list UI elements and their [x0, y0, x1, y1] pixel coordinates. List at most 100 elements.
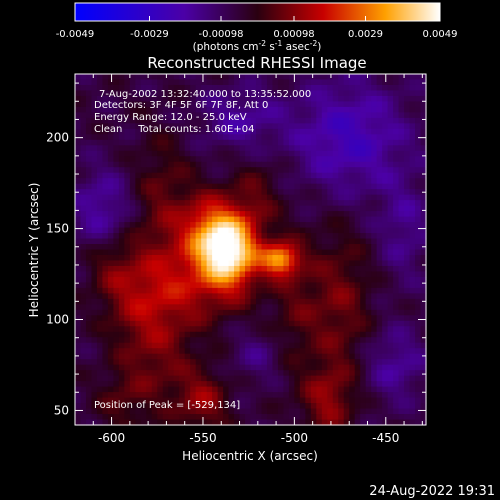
heatmap-cell [107, 337, 114, 344]
heatmap-cell [212, 172, 219, 179]
heatmap-cell [91, 282, 98, 289]
heatmap-cell [168, 359, 175, 366]
heatmap-cell [288, 74, 295, 81]
heatmap-cell [140, 348, 147, 355]
heatmap-cell [113, 238, 120, 245]
heatmap-cell [239, 397, 246, 404]
heatmap-cell [173, 112, 180, 119]
heatmap-cell [387, 260, 394, 267]
heatmap-cell [129, 112, 136, 119]
heatmap-cell [234, 128, 241, 135]
heatmap-cell [113, 183, 120, 190]
heatmap-cell [382, 161, 389, 168]
heatmap-cell [327, 79, 334, 86]
heatmap-cell [365, 90, 372, 97]
heatmap-cell [310, 320, 317, 327]
heatmap-cell [212, 397, 219, 404]
heatmap-cell [184, 145, 191, 152]
heatmap-cell [140, 112, 147, 119]
heatmap-cell [415, 392, 422, 399]
heatmap-cell [107, 101, 114, 108]
heatmap-cell [135, 134, 142, 141]
heatmap-cell [288, 342, 295, 349]
heatmap-cell [288, 161, 295, 168]
heatmap-cell [409, 101, 416, 108]
heatmap-cell [288, 320, 295, 327]
heatmap-cell [415, 293, 422, 300]
heatmap-cell [305, 194, 312, 201]
heatmap-cell [305, 200, 312, 207]
heatmap-cell [376, 397, 383, 404]
heatmap-cell [135, 342, 142, 349]
heatmap-cell [360, 128, 367, 135]
heatmap-cell [124, 227, 131, 234]
heatmap-cell [129, 233, 136, 240]
heatmap-cell [179, 211, 186, 218]
heatmap-cell [393, 265, 400, 273]
heatmap-cell [146, 342, 153, 349]
heatmap-cell [129, 238, 136, 245]
heatmap-cell [168, 249, 175, 256]
heatmap-cell [184, 375, 191, 382]
heatmap-cell [360, 167, 367, 174]
heatmap-cell [129, 331, 136, 338]
heatmap-cell [113, 298, 120, 305]
heatmap-cell [223, 282, 230, 289]
heatmap-cell [179, 408, 186, 415]
heatmap-cell [80, 216, 87, 223]
heatmap-cell [201, 419, 208, 426]
heatmap-cell [75, 265, 82, 273]
heatmap-cell [80, 386, 87, 393]
heatmap-cell [157, 139, 164, 146]
heatmap-cell [365, 414, 372, 421]
heatmap-cell [283, 331, 290, 338]
heatmap-cell [201, 161, 208, 168]
heatmap-cell [365, 123, 372, 130]
heatmap-cell [354, 326, 361, 333]
heatmap-cell [294, 414, 301, 421]
heatmap-cell [129, 309, 136, 316]
heatmap-cell [338, 222, 345, 229]
heatmap-cell [118, 227, 125, 234]
heatmap-cell [283, 123, 290, 130]
heatmap-cell [261, 90, 268, 97]
heatmap-cell [349, 326, 356, 333]
heatmap-cell [91, 205, 98, 212]
heatmap-cell [113, 227, 120, 234]
heatmap-cell [212, 298, 219, 305]
heatmap-cell [354, 244, 361, 251]
heatmap-cell [305, 106, 312, 113]
heatmap-cell [415, 353, 422, 360]
heatmap-cell [299, 156, 306, 163]
heatmap-cell [212, 74, 219, 81]
heatmap-cell [113, 408, 120, 415]
heatmap-cell [75, 205, 82, 212]
heatmap-cell [404, 244, 411, 251]
heatmap-cell [168, 309, 175, 316]
heatmap-cell [173, 90, 180, 97]
heatmap-cell [310, 381, 317, 388]
heatmap-cell [321, 359, 328, 366]
heatmap-cell [321, 419, 328, 426]
heatmap-cell [272, 79, 279, 86]
heatmap-cell [310, 90, 317, 97]
heatmap-cell [107, 397, 114, 404]
heatmap-cell [404, 370, 411, 377]
heatmap-cell [157, 265, 164, 273]
heatmap-cell [261, 397, 268, 404]
heatmap-cell [398, 304, 405, 311]
heatmap-cell [283, 205, 290, 212]
heatmap-cell [206, 106, 213, 113]
heatmap-cell [332, 249, 339, 256]
heatmap-cell [239, 353, 246, 360]
heatmap-cell [206, 178, 213, 185]
heatmap-cell [420, 359, 427, 366]
heatmap-cell [179, 183, 186, 190]
heatmap-cell [212, 106, 219, 113]
heatmap-cell [124, 178, 131, 185]
heatmap-cell [371, 145, 378, 152]
heatmap-cell [283, 392, 290, 399]
heatmap-cell [250, 161, 257, 168]
heatmap-cell [382, 95, 389, 103]
heatmap-cell [272, 298, 279, 305]
